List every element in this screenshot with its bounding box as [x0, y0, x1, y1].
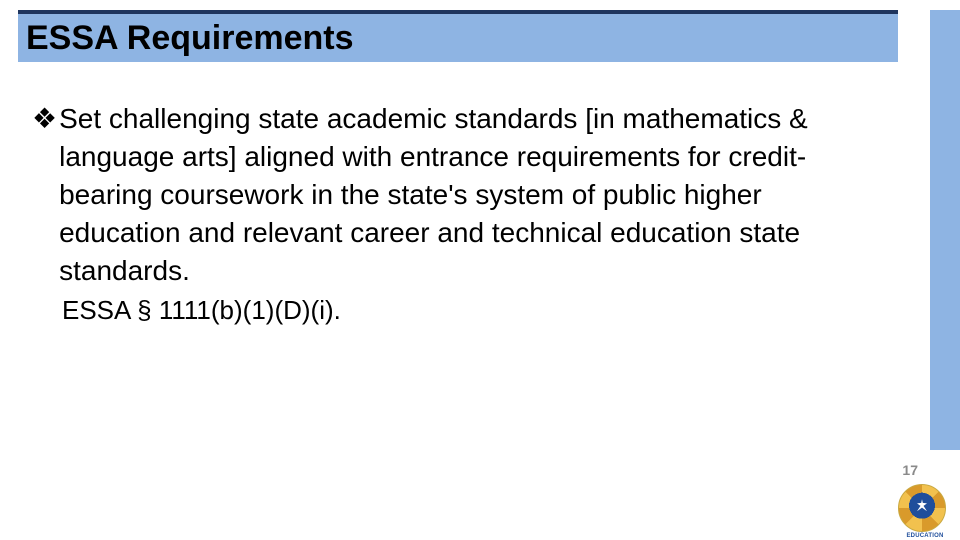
bullet-item: ❖ Set challenging state academic standar… [32, 100, 882, 290]
diamond-bullet-icon: ❖ [32, 100, 57, 138]
citation-text: ESSA § 1111(b)(1)(D)(i). [62, 292, 882, 328]
slide-body: ❖ Set challenging state academic standar… [32, 100, 882, 328]
title-bar: ESSA Requirements [18, 10, 898, 62]
dept-education-logo: EDUCATION & EARLY DEVELOPMENT [898, 484, 952, 538]
page-number: 17 [902, 462, 918, 478]
bullet-text: Set challenging state academic standards… [59, 100, 882, 290]
logo-text-line1: EDUCATION [898, 533, 952, 540]
slide-title: ESSA Requirements [26, 19, 354, 58]
seal-icon [898, 484, 946, 532]
side-accent-bar [930, 10, 960, 450]
